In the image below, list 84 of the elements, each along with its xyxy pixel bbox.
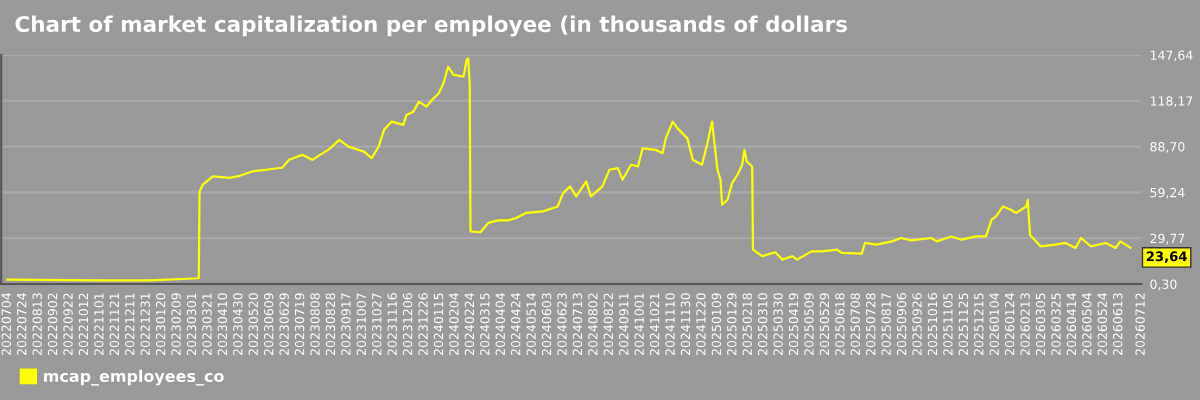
x-tick-label: 20221211 [125,293,135,356]
x-tick-label: 20240404 [495,293,505,356]
x-tick-label: 20230520 [248,293,258,356]
x-tick-label: 20260305 [1035,293,1046,356]
x-tick-label: 20230120 [155,293,166,356]
x-tick-label: 20220724 [16,293,27,356]
x-tick-label: 20240514 [526,293,536,356]
x-tick-label: 20221012 [78,293,89,356]
y-tick-label: 59,24 [1150,187,1185,199]
x-tick-label: 20230321 [202,293,212,356]
x-tick-label: 20250509 [804,293,814,356]
x-tick-label: 20260104 [989,293,999,356]
x-tick-label: 20260325 [1051,293,1061,356]
x-tick-label: 20221121 [109,293,120,356]
x-tick-label: 20231007 [356,293,367,356]
x-tick-label: 20240623 [557,293,567,356]
x-tick-label: 20220902 [47,293,58,356]
x-tick-label: 20251105 [943,293,953,356]
x-tick-label: 20231116 [387,293,397,356]
y-tick-label: 29,77 [1150,233,1185,245]
x-tick-label: 20250330 [773,293,783,356]
x-tick-label: 20250218 [742,293,752,356]
x-tick-label: 20240115 [433,293,444,356]
x-tick-label: 20240424 [510,293,521,356]
x-tick-label: 20240315 [480,293,490,356]
x-tick-label: 20250708 [850,293,861,356]
x-tick-label: 20230430 [233,293,243,356]
x-tick-label: 20230209 [171,293,181,356]
x-tick-label: 20230828 [325,293,336,356]
x-tick-label: 20230917 [341,293,351,356]
x-tick-label: 20220704 [1,293,11,356]
x-tick-label: 20260124 [1004,293,1015,356]
y-tick-label: 88,70 [1150,142,1185,153]
chart-title: Chart of market capitalization per employee (in thousands of dollars [15,15,847,37]
x-tick-label: 20231027 [372,293,382,356]
x-tick-label: 20241110 [665,293,675,356]
x-tick-label: 20240204 [449,293,459,356]
x-tick-label: 20230301 [186,293,197,356]
text: 23,64 [1146,251,1187,263]
x-tick-label: 20240911 [619,293,629,356]
x-tick-label: 20221231 [140,293,150,356]
x-tick-label: 20250419 [788,293,799,356]
y-tick-label: 147,64 [1150,50,1193,62]
x-tick-label: 20240713 [572,293,583,356]
line-series [6,57,1132,282]
y-tick-label: 0,30 [1150,279,1177,291]
x-tick-label: 20221101 [94,293,104,356]
x-tick-label: 20230719 [294,293,305,356]
x-tick-label: 20260504 [1082,293,1092,356]
x-tick-label: 20230808 [310,293,320,356]
x-tick-label: 20251215 [974,293,984,356]
x-tick-label: 20240603 [541,293,552,356]
x-tick-label: 20250926 [912,293,922,356]
x-tick-label: 20230609 [263,293,274,356]
x-tick-label: 20250728 [866,293,876,356]
x-tick-label: 20241021 [649,293,660,356]
x-tick-label: 20240224 [464,293,475,356]
x-tick-label: 20231206 [402,293,413,356]
x-tick-label: 20260524 [1097,293,1108,356]
x-tick-label: 20260712 [1135,293,1145,356]
x-tick-label: 20250109 [711,293,722,356]
x-tick-label: 20260613 [1112,293,1123,356]
x-tick-label: 20230410 [217,293,228,356]
x-tick-label: 20260213 [1020,293,1030,356]
y-tick-label: 118,17 [1150,96,1193,108]
legend-label: mcap_employees_co [44,369,224,386]
x-tick-label: 20230629 [279,293,289,356]
x-tick-label: 20250310 [757,293,768,356]
x-tick-label: 20250817 [881,293,891,356]
x-tick-label: 20250529 [819,293,830,356]
x-tick-label: 20250129 [727,293,737,356]
x-tick-label: 20220813 [32,293,42,356]
x-tick-label: 20241001 [634,293,644,356]
x-tick-label: 20251016 [927,293,938,356]
x-tick-label: 20250906 [896,293,907,356]
x-tick-label: 20250618 [835,293,845,356]
x-tick-label: 20240802 [588,293,598,356]
x-tick-label: 20240822 [603,293,614,356]
x-tick-label: 20251125 [958,293,969,356]
x-tick-label: 20260414 [1066,293,1077,356]
x-tick-label: 20231226 [418,293,428,356]
x-tick-label: 20241220 [696,293,706,356]
x-tick-label: 20220922 [63,293,73,356]
x-tick-label: 20241130 [680,293,691,356]
